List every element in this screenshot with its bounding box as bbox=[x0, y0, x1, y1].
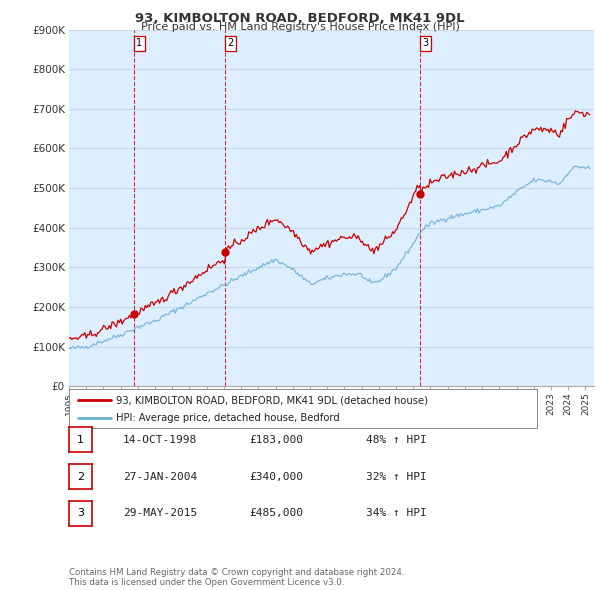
Text: 1: 1 bbox=[77, 435, 84, 444]
Text: 48% ↑ HPI: 48% ↑ HPI bbox=[366, 435, 427, 444]
Text: Contains HM Land Registry data © Crown copyright and database right 2024.
This d: Contains HM Land Registry data © Crown c… bbox=[69, 568, 404, 587]
Text: 27-JAN-2004: 27-JAN-2004 bbox=[123, 472, 197, 481]
Text: 29-MAY-2015: 29-MAY-2015 bbox=[123, 509, 197, 518]
Text: 3: 3 bbox=[77, 509, 84, 518]
Text: HPI: Average price, detached house, Bedford: HPI: Average price, detached house, Bedf… bbox=[116, 413, 340, 423]
Text: 34% ↑ HPI: 34% ↑ HPI bbox=[366, 509, 427, 518]
Text: 93, KIMBOLTON ROAD, BEDFORD, MK41 9DL (detached house): 93, KIMBOLTON ROAD, BEDFORD, MK41 9DL (d… bbox=[116, 395, 428, 405]
Text: 1: 1 bbox=[136, 38, 142, 48]
Text: 93, KIMBOLTON ROAD, BEDFORD, MK41 9DL: 93, KIMBOLTON ROAD, BEDFORD, MK41 9DL bbox=[135, 12, 465, 25]
Text: 14-OCT-1998: 14-OCT-1998 bbox=[123, 435, 197, 444]
Text: £485,000: £485,000 bbox=[249, 509, 303, 518]
Text: Price paid vs. HM Land Registry's House Price Index (HPI): Price paid vs. HM Land Registry's House … bbox=[140, 22, 460, 32]
Text: £183,000: £183,000 bbox=[249, 435, 303, 444]
Text: 32% ↑ HPI: 32% ↑ HPI bbox=[366, 472, 427, 481]
Text: 2: 2 bbox=[77, 472, 84, 481]
Text: 3: 3 bbox=[422, 38, 428, 48]
Text: 2: 2 bbox=[227, 38, 233, 48]
Text: £340,000: £340,000 bbox=[249, 472, 303, 481]
